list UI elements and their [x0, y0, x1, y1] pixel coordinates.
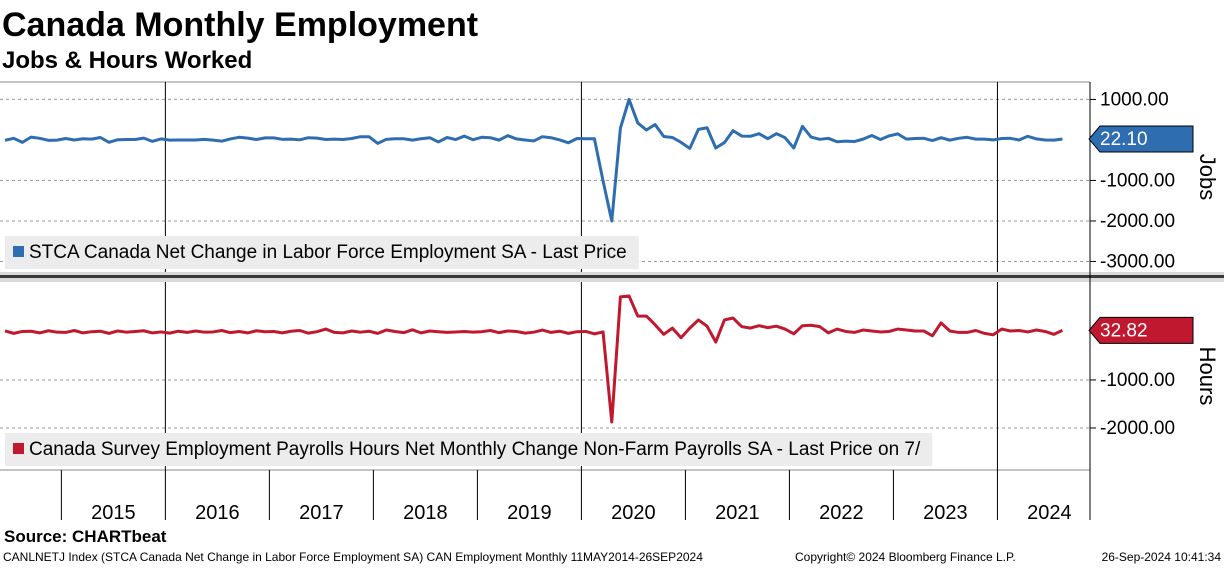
last-value-label: 22.10 — [1100, 129, 1148, 150]
x-tick-label: 2022 — [819, 502, 864, 524]
chart-subtitle: Jobs & Hours Worked — [2, 47, 252, 74]
x-tick-label: 2023 — [923, 502, 968, 524]
y-tick-label: -3000.00 — [1100, 251, 1175, 272]
timestamp: 26-Sep-2024 10:41:34 — [1102, 550, 1222, 564]
x-tick-label: 2019 — [507, 502, 552, 524]
last-value-badge — [1088, 316, 1194, 344]
chart-title: Canada Monthly Employment — [2, 6, 478, 44]
y-tick-label: -2000.00 — [1100, 211, 1175, 232]
x-tick-label: 2015 — [91, 502, 136, 524]
y-tick-label: 1000.00 — [1100, 89, 1169, 110]
y-axis-title: Hours — [1195, 347, 1220, 406]
x-tick-label: 2024 — [1027, 502, 1072, 524]
copyright: Copyright© 2024 Bloomberg Finance L.P. — [795, 550, 1016, 564]
y-tick-label: -1000.00 — [1100, 170, 1175, 191]
panel-divider-line — [0, 275, 1224, 278]
series-line — [4, 294, 1064, 424]
legend-label: STCA Canada Net Change in Labor Force Em… — [29, 242, 627, 263]
legend-label: Canada Survey Employment Payrolls Hours … — [29, 439, 921, 460]
x-tick-label: 2021 — [715, 502, 760, 524]
y-axis-title: Jobs — [1195, 154, 1220, 200]
legend-box — [5, 236, 639, 269]
legend-swatch — [13, 443, 24, 454]
legend-box — [5, 433, 933, 466]
x-tick-label: 2018 — [403, 502, 448, 524]
last-value-badge — [1088, 125, 1194, 153]
x-tick-label: 2016 — [195, 502, 240, 524]
series-line — [4, 97, 1063, 223]
y-tick-label: -1000.00 — [1100, 370, 1175, 391]
last-value-label: 32.82 — [1100, 320, 1148, 341]
index-note: CANLNETJ Index (STCA Canada Net Change i… — [3, 550, 703, 564]
source: Source: CHARTbeat — [4, 527, 167, 546]
x-tick-label: 2020 — [611, 502, 656, 524]
x-tick-label: 2017 — [299, 502, 344, 524]
y-tick-label: -2000.00 — [1100, 418, 1175, 439]
legend-swatch — [13, 246, 24, 257]
